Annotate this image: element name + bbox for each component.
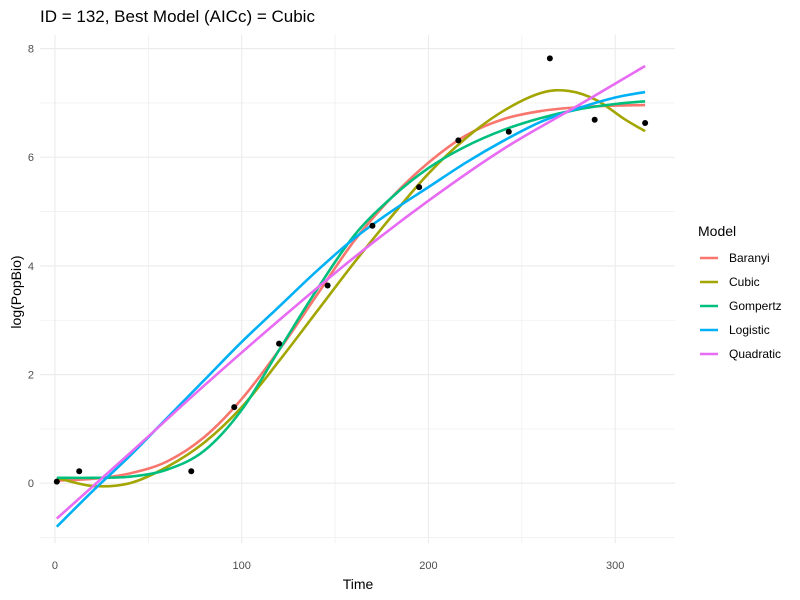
points-layer: [53, 55, 649, 485]
legend: Model Baranyi Cubic Gompertz Logistic Quadra…: [698, 223, 782, 361]
data-point: [231, 404, 238, 411]
data-point: [505, 128, 512, 135]
series-line-quadratic: [55, 64, 646, 520]
data-point: [546, 55, 553, 62]
y-tick-label: 2: [28, 370, 34, 382]
y-axis-title: log(PopBio): [8, 255, 24, 328]
x-tick-label: 0: [52, 560, 58, 572]
series-layer: [55, 64, 646, 528]
legend-label: Logistic: [729, 323, 770, 337]
y-tick-label: 0: [28, 478, 34, 490]
x-tick-label: 100: [233, 560, 251, 572]
x-tick-label: 300: [606, 560, 624, 572]
data-point: [53, 478, 60, 485]
data-point: [76, 468, 83, 475]
chart-title: ID = 132, Best Model (AICc) = Cubic: [40, 7, 315, 26]
x-tick-label: 200: [419, 560, 437, 572]
x-axis-title: Time: [343, 576, 374, 592]
x-axis-ticks: 0 100 200 300: [52, 560, 625, 572]
y-tick-label: 4: [28, 261, 34, 273]
data-point: [276, 340, 283, 347]
data-point: [455, 137, 462, 144]
data-point: [416, 184, 423, 191]
grid: [40, 35, 675, 543]
legend-title: Model: [698, 223, 736, 239]
data-point: [324, 282, 331, 289]
y-tick-label: 6: [28, 152, 34, 164]
data-point: [642, 120, 649, 127]
legend-label: Quadratic: [729, 347, 781, 361]
data-point: [591, 116, 598, 123]
data-point: [369, 222, 376, 229]
series-line-cubic: [56, 88, 646, 488]
series-line-baranyi: [56, 103, 646, 482]
y-axis-ticks: 0 2 4 6 8: [28, 44, 34, 491]
legend-label: Gompertz: [729, 299, 782, 313]
y-tick-label: 8: [28, 44, 34, 56]
data-point: [188, 468, 195, 475]
series-line-gompertz: [56, 99, 646, 480]
legend-label: Baranyi: [729, 251, 770, 265]
legend-label: Cubic: [729, 275, 760, 289]
